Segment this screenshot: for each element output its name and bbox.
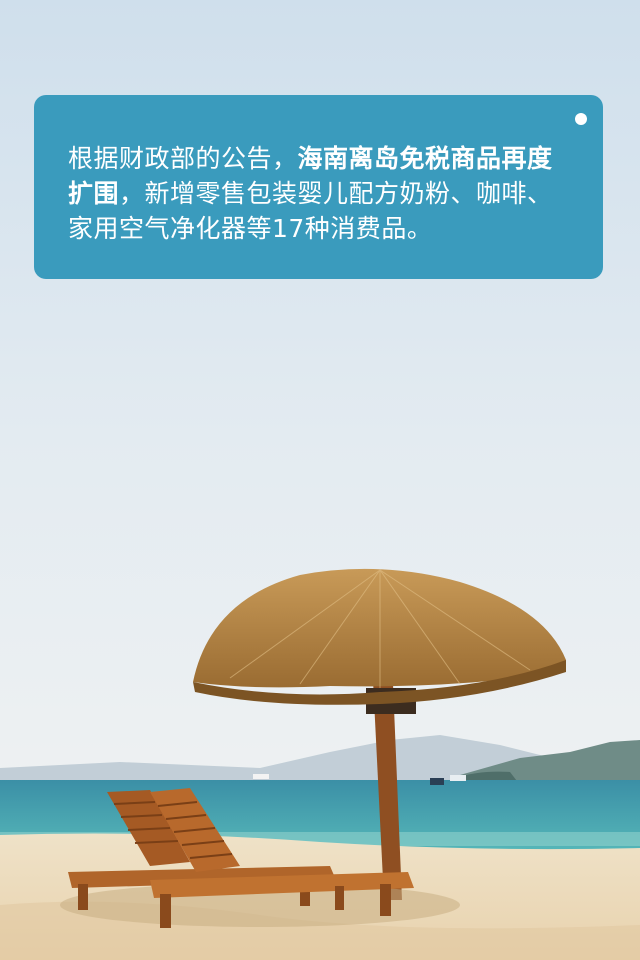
notice-text: 根据财政部的公告，海南离岛免税商品再度扩围，新增零售包装婴儿配方奶粉、咖啡、家用… [68, 141, 575, 246]
notice-intro: 根据财政部的公告， [68, 144, 298, 173]
notice-highlight: 海南离岛免税商品再度扩围 [68, 144, 553, 208]
boat [253, 774, 269, 779]
deck-chair-right [150, 788, 414, 928]
boat [450, 775, 466, 781]
callout-dot [575, 113, 587, 125]
notice-callout: 根据财政部的公告，海南离岛免税商品再度扩围，新增零售包装婴儿配方奶粉、咖啡、家用… [34, 95, 603, 279]
deck-chair-left [68, 790, 336, 910]
notice-rest: ，新增零售包装婴儿配方奶粉、咖啡、家用空气净化器等17种消费品。 [68, 179, 553, 243]
boat [430, 778, 444, 785]
umbrella-pole [372, 660, 402, 900]
